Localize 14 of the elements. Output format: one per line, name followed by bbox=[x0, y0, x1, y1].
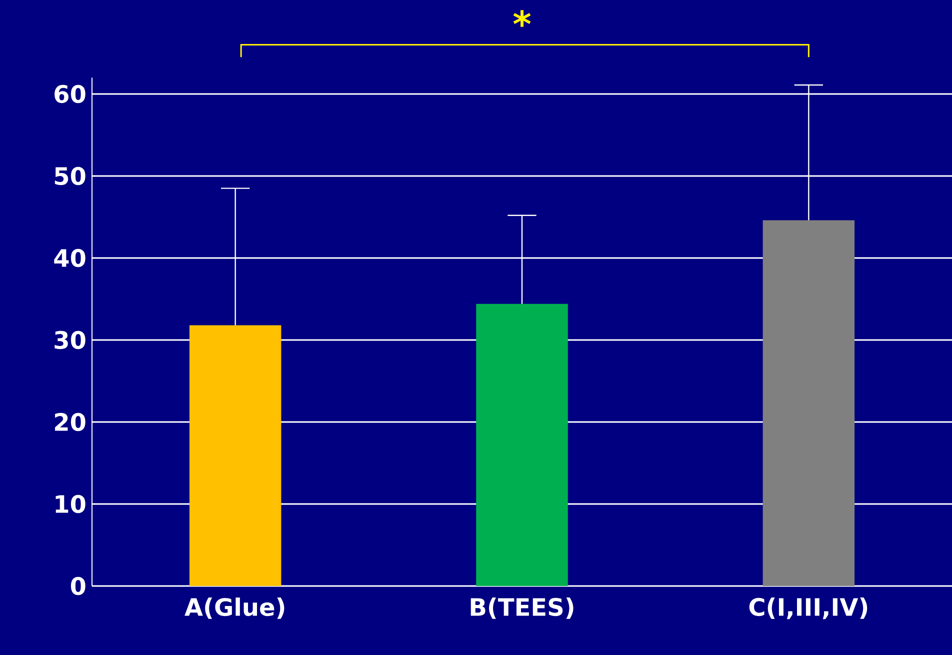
x-tick-label: A(Glue) bbox=[184, 598, 284, 619]
y-tick-label: 10 bbox=[56, 494, 86, 514]
bar bbox=[189, 325, 282, 586]
y-tick-label: 30 bbox=[54, 330, 86, 350]
text: * bbox=[513, 10, 531, 27]
y-tick-label: 0 bbox=[70, 576, 86, 596]
y-tick-label: 60 bbox=[54, 84, 86, 104]
x-tick-label: B(TEES) bbox=[470, 598, 574, 619]
y-tick-label: 40 bbox=[54, 248, 86, 268]
x-tick-label: C(I,III,IV) bbox=[749, 598, 868, 620]
bar bbox=[762, 220, 855, 586]
y-tick-label: 50 bbox=[54, 166, 86, 186]
bar bbox=[476, 304, 568, 586]
y-tick-label: 20 bbox=[54, 412, 86, 432]
